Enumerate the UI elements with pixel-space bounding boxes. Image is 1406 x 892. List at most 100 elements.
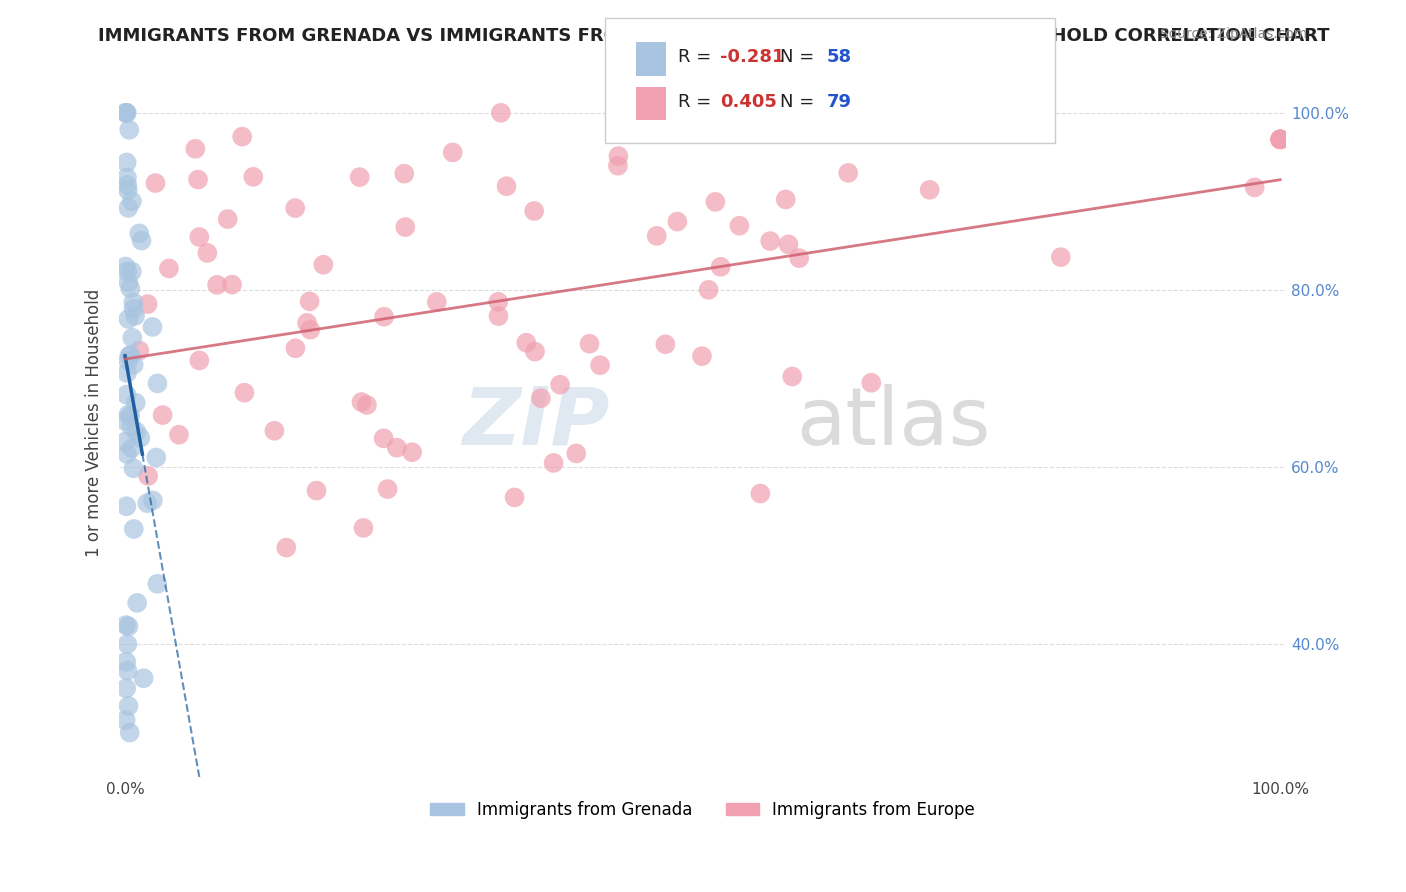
Point: [759, 234, 782, 248]
Point: [242, 169, 264, 184]
Point: [221, 277, 243, 292]
Point: [548, 377, 571, 392]
Point: [117, 408, 139, 422]
Point: [114, 105, 136, 120]
Point: [373, 310, 395, 324]
Point: [117, 637, 139, 651]
Point: [141, 320, 163, 334]
Point: [305, 483, 328, 498]
Point: [115, 387, 138, 401]
Point: [607, 159, 630, 173]
Point: [117, 183, 139, 197]
Point: [654, 337, 676, 351]
Point: [276, 541, 298, 555]
Point: [1270, 132, 1292, 146]
Point: [263, 424, 285, 438]
Point: [117, 353, 139, 368]
Point: [524, 344, 547, 359]
Point: [152, 408, 174, 422]
Text: R =: R =: [678, 93, 717, 111]
Point: [710, 260, 733, 274]
Point: [298, 294, 321, 309]
Point: [115, 500, 138, 514]
Point: [125, 396, 148, 410]
Point: [127, 596, 149, 610]
Point: [145, 450, 167, 465]
Point: [167, 427, 190, 442]
Point: [385, 441, 408, 455]
Point: [117, 276, 139, 290]
Point: [217, 212, 239, 227]
Point: [299, 323, 322, 337]
Point: [114, 713, 136, 727]
Point: [530, 391, 553, 405]
Point: [157, 261, 180, 276]
Point: [666, 214, 689, 228]
Legend: Immigrants from Grenada, Immigrants from Europe: Immigrants from Grenada, Immigrants from…: [423, 794, 981, 825]
Point: [184, 142, 207, 156]
Point: [188, 230, 211, 244]
Point: [115, 681, 138, 696]
Point: [132, 671, 155, 685]
Point: [295, 316, 318, 330]
Point: [589, 358, 612, 372]
Point: [578, 336, 600, 351]
Point: [114, 260, 136, 274]
Point: [489, 105, 512, 120]
Point: [1270, 132, 1292, 146]
Point: [121, 331, 143, 345]
Point: [1049, 250, 1071, 264]
Text: N =: N =: [780, 48, 820, 66]
Point: [122, 301, 145, 316]
Point: [645, 228, 668, 243]
Text: ZIP: ZIP: [463, 384, 609, 462]
Point: [515, 335, 537, 350]
Point: [115, 155, 138, 169]
Text: N =: N =: [780, 93, 820, 111]
Point: [117, 619, 139, 633]
Text: R =: R =: [678, 48, 717, 66]
Point: [188, 353, 211, 368]
Point: [145, 176, 167, 190]
Point: [115, 105, 138, 120]
Point: [780, 369, 803, 384]
Point: [1270, 132, 1292, 146]
Point: [488, 309, 510, 323]
Text: Source: ZipAtlas.com: Source: ZipAtlas.com: [1160, 27, 1308, 41]
Point: [837, 166, 859, 180]
Point: [118, 725, 141, 739]
Point: [312, 258, 335, 272]
Point: [115, 655, 138, 669]
Point: [115, 264, 138, 278]
Point: [187, 172, 209, 186]
Point: [1270, 132, 1292, 146]
Point: [728, 219, 751, 233]
Point: [115, 366, 138, 380]
Point: [120, 348, 142, 362]
Point: [114, 414, 136, 428]
Point: [284, 201, 307, 215]
Point: [778, 237, 800, 252]
Point: [128, 343, 150, 358]
Point: [231, 129, 253, 144]
Point: [122, 522, 145, 536]
Y-axis label: 1 or more Vehicles in Household: 1 or more Vehicles in Household: [86, 289, 103, 557]
Point: [131, 234, 153, 248]
Point: [118, 349, 141, 363]
Point: [284, 341, 307, 355]
Point: [697, 283, 720, 297]
Point: [373, 431, 395, 445]
Point: [122, 358, 145, 372]
Point: [918, 183, 941, 197]
Point: [690, 349, 713, 363]
Point: [115, 618, 138, 632]
Point: [129, 431, 152, 445]
Point: [120, 420, 142, 434]
Point: [115, 105, 138, 120]
Point: [394, 167, 416, 181]
Point: [117, 201, 139, 215]
Point: [117, 699, 139, 714]
Point: [353, 521, 375, 535]
Point: [1243, 180, 1265, 194]
Point: [117, 312, 139, 326]
